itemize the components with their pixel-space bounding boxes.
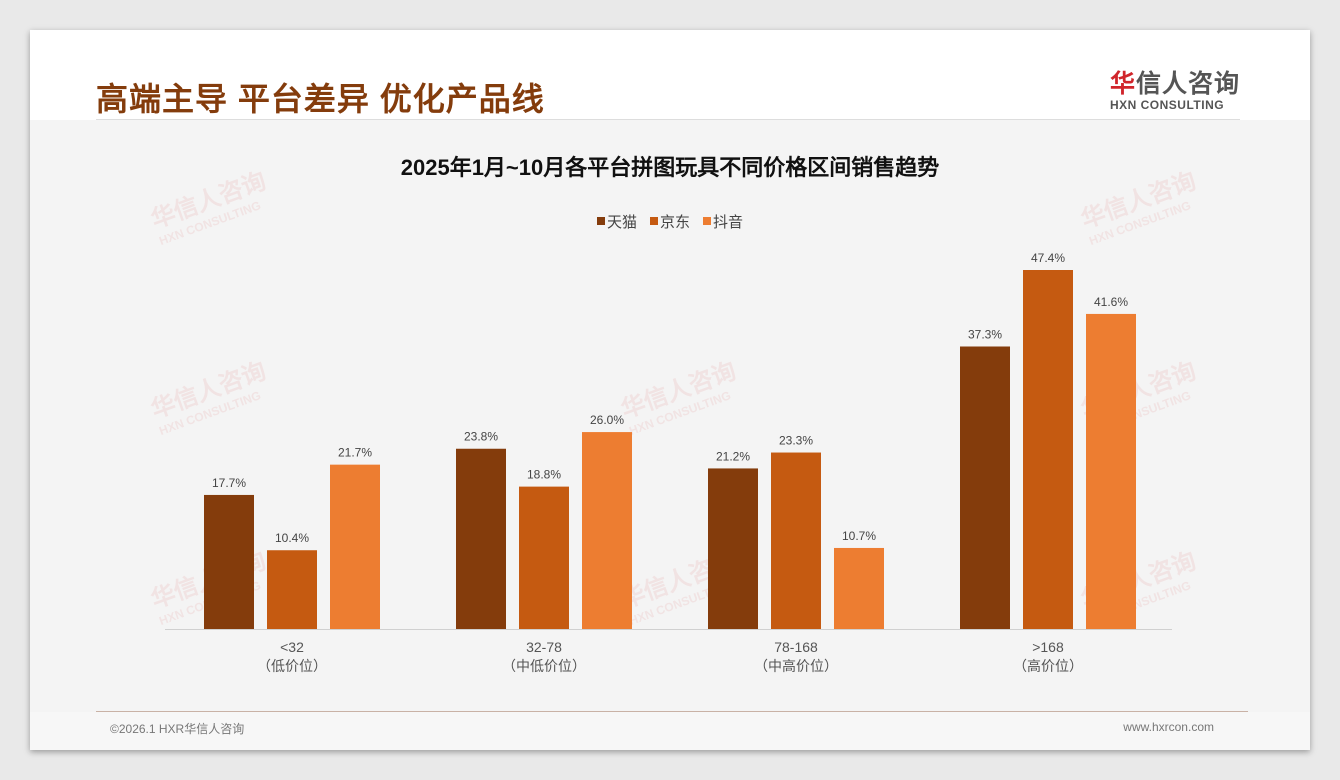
bar <box>519 486 569 629</box>
bar <box>582 432 632 629</box>
header-divider <box>96 119 1240 120</box>
data-label: 41.6% <box>1094 295 1128 309</box>
bar <box>1023 270 1073 629</box>
chart-title: 2025年1月~10月各平台拼图玩具不同价格区间销售趋势 <box>401 155 940 180</box>
x-tick-sublabel: （低价位） <box>257 658 327 674</box>
data-label: 21.2% <box>716 449 750 463</box>
footer-divider <box>96 711 1248 712</box>
x-tick-label: 32-78 <box>526 639 562 655</box>
bar <box>1086 313 1136 629</box>
legend: 天猫 京东 抖音 <box>597 214 743 231</box>
footer: ©2026.1 HXR华信人咨询 www.hxrcon.com <box>30 712 1310 750</box>
x-tick-label: 78-168 <box>774 639 818 655</box>
bar <box>456 448 506 629</box>
bar <box>708 468 758 629</box>
legend-label: 天猫 <box>607 214 637 231</box>
x-tick-label: <32 <box>280 639 304 655</box>
x-tick-label: >168 <box>1032 639 1064 655</box>
legend-swatch <box>703 217 711 225</box>
legend-swatch <box>597 217 605 225</box>
legend-label: 抖音 <box>713 214 743 231</box>
data-label: 26.0% <box>590 413 624 427</box>
data-label: 23.8% <box>464 430 498 444</box>
bar <box>771 452 821 629</box>
page-title: 高端主导 平台差异 优化产品线 <box>96 81 545 117</box>
legend-swatch <box>650 217 658 225</box>
copyright: ©2026.1 HXR华信人咨询 <box>110 722 245 736</box>
data-label: 23.3% <box>779 434 813 448</box>
bar <box>204 494 254 629</box>
data-label: 37.3% <box>968 327 1002 341</box>
logo: 华信人咨询 HXN CONSULTING <box>1110 64 1240 112</box>
bar <box>330 464 380 629</box>
header: 高端主导 平台差异 优化产品线 华信人咨询 HXN CONSULTING <box>30 30 1310 120</box>
bar <box>834 547 884 629</box>
x-tick-sublabel: （高价位） <box>1013 658 1083 674</box>
legend-label: 京东 <box>660 214 690 231</box>
data-label: 47.4% <box>1031 251 1065 265</box>
x-tick-sublabel: （中高价位） <box>754 658 838 674</box>
logo-en: HXN CONSULTING <box>1109 98 1225 112</box>
bar <box>267 550 317 629</box>
data-label: 10.4% <box>275 531 309 545</box>
data-label: 17.7% <box>212 476 246 490</box>
bar <box>960 346 1010 629</box>
website: www.hxrcon.com <box>1123 720 1214 734</box>
data-label: 21.7% <box>338 446 372 460</box>
data-label: 18.8% <box>527 468 561 482</box>
x-tick-sublabel: （中低价位） <box>502 658 586 674</box>
data-label: 10.7% <box>842 529 876 543</box>
logo-text: 信人咨询 <box>1135 70 1240 98</box>
logo-mark: 华 <box>1109 70 1136 98</box>
